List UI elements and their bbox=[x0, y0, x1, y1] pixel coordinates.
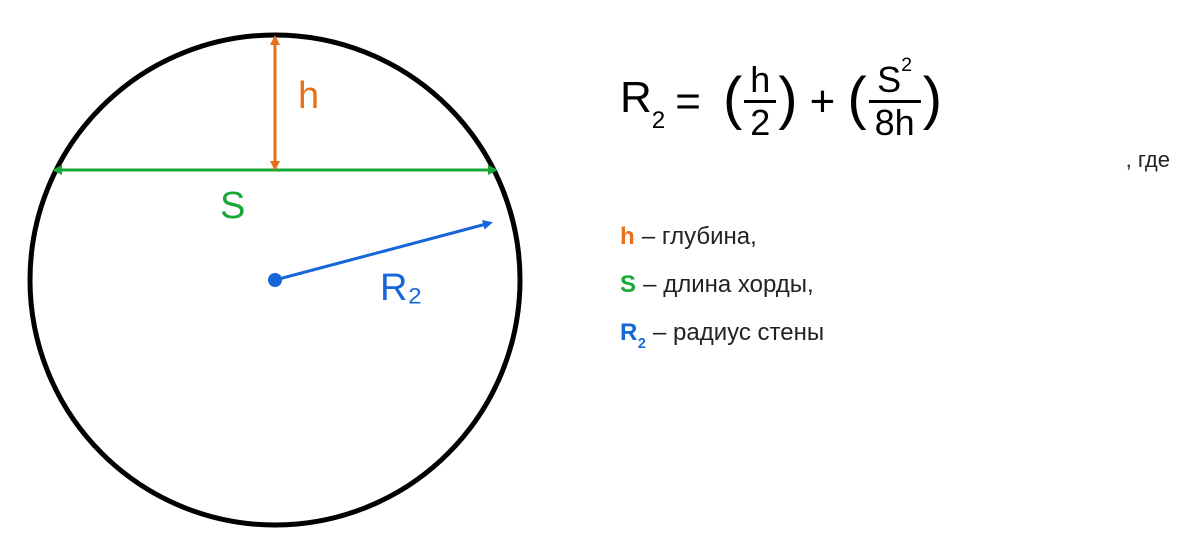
fraction-s2-over-8h: S2 8h bbox=[869, 60, 921, 143]
paren-open-1: ( bbox=[723, 76, 742, 122]
legend-desc-s: длина хорды, bbox=[663, 271, 813, 298]
legend: h – глубина, S – длина хорды, R2 – радиу… bbox=[620, 213, 1170, 357]
fraction-h-over-2: h 2 bbox=[744, 60, 776, 143]
formula-trailer: , где bbox=[1126, 147, 1170, 173]
sagitta-label: h bbox=[298, 75, 319, 117]
diagram-pane: Sh R₂ bbox=[0, 0, 560, 544]
legend-symbol-h: h bbox=[620, 223, 635, 250]
formula-lhs: R2 bbox=[620, 76, 665, 127]
radius-label: R₂ bbox=[380, 267, 422, 309]
equals-sign: = bbox=[675, 80, 701, 124]
legend-symbol-s: S bbox=[620, 271, 637, 298]
legend-desc-h: глубина, bbox=[662, 223, 757, 250]
paren-open-2: ( bbox=[847, 76, 866, 122]
formula: R2 = ( h 2 ) + ( S2 8h bbox=[620, 60, 1170, 143]
legend-item-s: S – длина хорды, bbox=[620, 261, 1170, 309]
figure-container: ShR₂ R2 = ( h 2 ) + ( S2 bbox=[0, 0, 1200, 544]
legend-item-r2: R2 – радиус стены bbox=[620, 309, 1170, 357]
circle-chord-diagram: Sh R₂ bbox=[0, 0, 560, 544]
plus-sign: + bbox=[810, 80, 836, 124]
center-dot bbox=[268, 273, 282, 287]
legend-symbol-r2: R2 bbox=[620, 319, 646, 346]
legend-desc-r2: радиус стены bbox=[673, 319, 824, 346]
formula-block: R2 = ( h 2 ) + ( S2 8h bbox=[620, 60, 1170, 143]
chord-label: S bbox=[220, 185, 245, 227]
paren-close-2: ) bbox=[923, 76, 942, 122]
legend-item-h: h – глубина, bbox=[620, 213, 1170, 261]
text-pane: R2 = ( h 2 ) + ( S2 8h bbox=[560, 0, 1200, 544]
paren-close-1: ) bbox=[778, 76, 797, 122]
